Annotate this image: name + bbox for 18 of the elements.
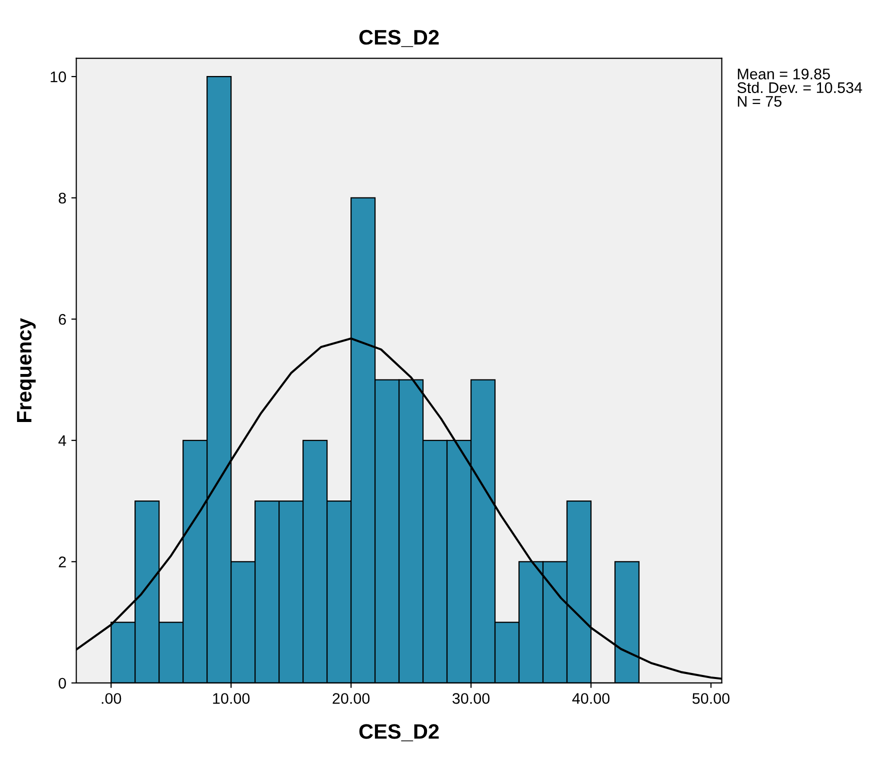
x-tick-label: 50.00 bbox=[692, 693, 730, 704]
x-tick-label: 10.00 bbox=[213, 693, 250, 704]
y-tick-label: 2 bbox=[58, 556, 66, 568]
chart-title: CES_D2 bbox=[359, 30, 439, 48]
text: Std. Dev. = 10.534 bbox=[737, 82, 862, 94]
y-tick-label: 10 bbox=[50, 71, 66, 82]
y-tick-label: 6 bbox=[58, 314, 66, 325]
x-tick-label: .00 bbox=[102, 693, 122, 704]
text: Mean = 19.85 bbox=[738, 68, 830, 80]
y-axis-title: Frequency bbox=[17, 318, 36, 422]
y-tick-label: 0 bbox=[58, 678, 66, 689]
y-tick-label: 4 bbox=[58, 435, 66, 446]
y-tick-label: 8 bbox=[58, 192, 66, 204]
x-axis-title: CES_D2 bbox=[359, 724, 439, 742]
x-tick-label: 20.00 bbox=[332, 693, 370, 704]
x-tick-label: 30.00 bbox=[452, 693, 490, 704]
x-tick-label: 40.00 bbox=[572, 693, 610, 704]
text: N = 75 bbox=[738, 96, 782, 107]
